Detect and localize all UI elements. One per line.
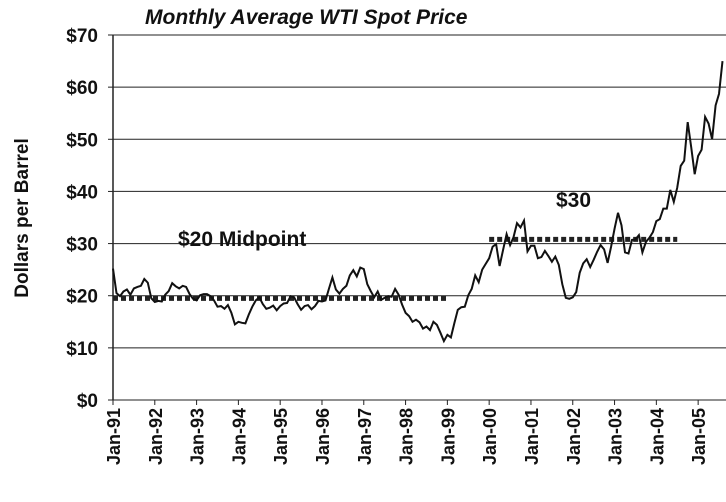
annotation: $30 xyxy=(556,189,591,212)
y-tick-label: $30 xyxy=(66,235,98,256)
x-tick-label: Jan-91 xyxy=(104,408,124,465)
y-tick-label: $0 xyxy=(77,391,98,412)
y-axis-label: Dollars per Barrel xyxy=(12,138,33,297)
annotation: $20 Midpoint xyxy=(178,228,306,251)
y-tick-label: $50 xyxy=(66,130,98,151)
x-tick-label: Jan-92 xyxy=(146,408,166,465)
x-tick-label: Jan-94 xyxy=(229,408,249,465)
x-tick-label: Jan-05 xyxy=(689,408,709,465)
chart-title: Monthly Average WTI Spot Price xyxy=(145,6,468,29)
x-tick-label: Jan-04 xyxy=(647,408,667,465)
x-tick-label: Jan-00 xyxy=(480,408,500,465)
y-tick-label: $40 xyxy=(66,182,98,203)
x-tick-label: Jan-95 xyxy=(271,408,291,465)
x-tick-label: Jan-02 xyxy=(564,408,584,465)
x-tick-label: Jan-98 xyxy=(397,408,417,465)
y-tick-label: $20 xyxy=(66,287,98,308)
y-tick-label: $70 xyxy=(66,26,98,47)
y-tick-label: $10 xyxy=(66,339,98,360)
x-tick-label: Jan-99 xyxy=(438,408,458,465)
x-tick-label: Jan-96 xyxy=(313,408,333,465)
x-tick-label: Jan-01 xyxy=(522,408,542,465)
x-tick-label: Jan-97 xyxy=(355,408,375,465)
x-tick-label: Jan-93 xyxy=(188,408,208,465)
price-line xyxy=(112,60,724,344)
y-tick-label: $60 xyxy=(66,78,98,99)
x-tick-label: Jan-03 xyxy=(606,408,626,465)
